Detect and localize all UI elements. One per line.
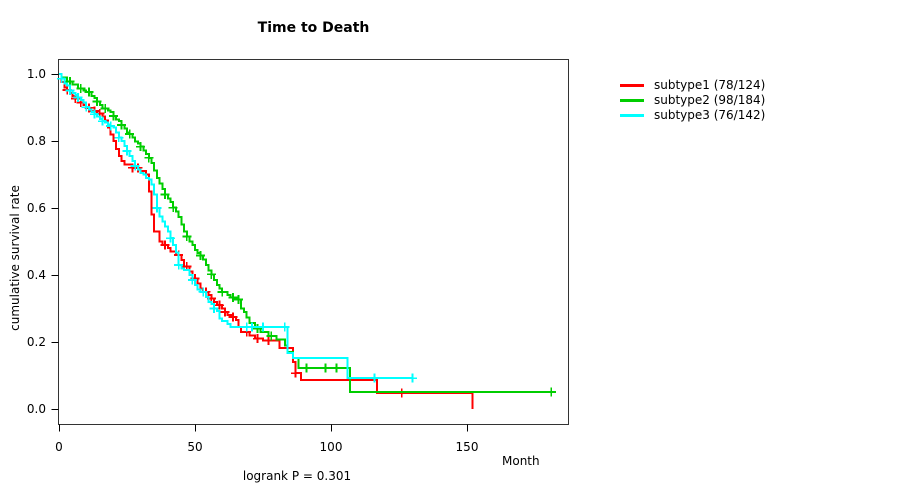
x-tick-label: 0 <box>55 440 63 454</box>
legend-item-subtype2: subtype2 (98/184) <box>620 93 765 108</box>
x-tick-label: 100 <box>319 440 343 454</box>
curve-subtype3 <box>59 73 413 380</box>
y-tick-label: 0.0 <box>26 402 46 416</box>
y-tick-label: 0.2 <box>26 335 46 349</box>
y-tick-label: 1.0 <box>26 67 46 81</box>
chart-title: Time to Death <box>257 20 370 36</box>
legend-line-subtype3 <box>620 114 644 117</box>
legend: subtype1 (78/124) subtype2 (98/184) subtyp… <box>620 78 765 123</box>
y-tick-label: 0.8 <box>26 134 46 148</box>
legend-label-subtype2: subtype2 (98/184) <box>654 93 766 107</box>
curve-subtype2 <box>59 73 552 393</box>
legend-line-subtype2 <box>620 99 644 102</box>
y-tick-label: 0.6 <box>26 201 46 215</box>
censor-marks-subtype3 <box>57 74 418 383</box>
logrank-annotation: logrank P = 0.301 <box>242 469 352 483</box>
censor-marks-subtype2 <box>65 76 556 397</box>
x-tick-label: 150 <box>455 440 479 454</box>
legend-line-subtype1 <box>620 84 644 87</box>
censor-marks-subtype1 <box>62 85 407 398</box>
legend-label-subtype3: subtype3 (76/142) <box>654 108 766 122</box>
x-axis-label: Month <box>502 454 540 468</box>
y-tick-label: 0.4 <box>26 268 46 282</box>
plot-box <box>58 59 569 425</box>
legend-label-subtype1: subtype1 (78/124) <box>654 78 766 92</box>
legend-item-subtype3: subtype3 (76/142) <box>620 108 765 123</box>
x-tick-label: 50 <box>187 440 203 454</box>
legend-item-subtype1: subtype1 (78/124) <box>620 78 765 93</box>
